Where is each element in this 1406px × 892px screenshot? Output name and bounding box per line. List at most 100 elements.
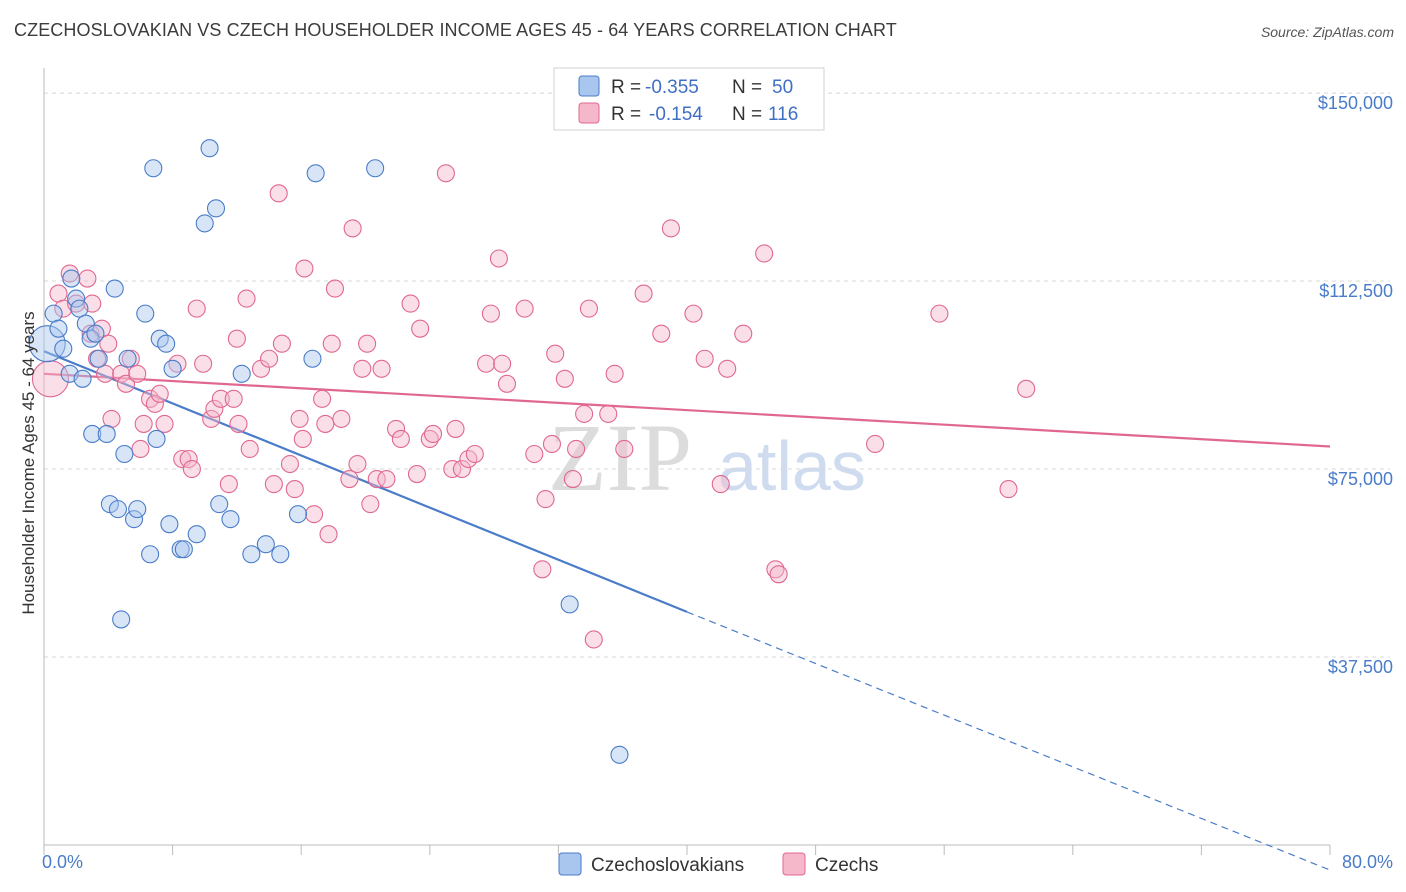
czechs-point xyxy=(411,319,430,338)
czechs-point xyxy=(489,249,508,268)
czechs-point xyxy=(269,184,288,203)
czechs-point xyxy=(391,429,410,449)
czechs-point xyxy=(205,399,224,418)
czechs-point xyxy=(563,470,582,489)
czechoslovakians-point xyxy=(221,510,240,529)
czechs-point xyxy=(155,414,174,433)
source-label: Source: ZipAtlas.com xyxy=(1260,24,1394,40)
czechs-points xyxy=(31,164,1036,649)
czechs-point xyxy=(316,414,335,433)
czechs-point xyxy=(718,359,737,378)
czechoslovakians-point xyxy=(560,595,579,614)
series-legend: Czechoslovakians Czechs xyxy=(558,852,878,876)
legend-swatch-pink xyxy=(578,102,600,124)
czechs-point xyxy=(219,475,238,494)
czechs-point xyxy=(605,364,624,383)
czechs-point xyxy=(340,470,359,489)
legend-r-value-1: -0.355 xyxy=(645,77,699,98)
legend-n-label-2: N = xyxy=(732,104,762,125)
watermark-atlas: atlas xyxy=(718,427,866,505)
czechoslovakians-points xyxy=(28,139,629,764)
czechs-point xyxy=(31,360,69,398)
czechoslovakians-point xyxy=(210,495,229,514)
y-tick-label-0: $37,500 xyxy=(1328,657,1393,677)
y-tick-label-1: $75,000 xyxy=(1328,469,1393,489)
czechs-point xyxy=(280,454,299,474)
czechs-point xyxy=(290,409,309,428)
czechoslovakians-point xyxy=(62,269,81,288)
czechs-point xyxy=(168,354,187,373)
czechoslovakians-point xyxy=(54,339,73,358)
czechs-point xyxy=(293,429,312,449)
czechs-point xyxy=(141,389,160,408)
czechs-point xyxy=(634,284,653,303)
czechs-point xyxy=(202,409,221,428)
czechs-point xyxy=(353,359,372,378)
czechoslovakians-point xyxy=(200,139,219,158)
czechoslovakians-point xyxy=(112,610,131,629)
czechoslovakians-point xyxy=(49,319,68,338)
czechoslovakians-point xyxy=(271,545,290,564)
czechs-point xyxy=(866,434,885,454)
czechs-point xyxy=(555,369,574,388)
czechoslovakians-point xyxy=(136,304,155,323)
czechs-point xyxy=(348,454,367,474)
czechoslovakians-point xyxy=(242,545,261,564)
czechs-point xyxy=(305,505,324,524)
bottom-legend-czechoslovakians: Czechoslovakians xyxy=(591,855,744,876)
czechs-point xyxy=(332,409,351,428)
czechs-point xyxy=(240,439,259,459)
legend-n-label-1: N = xyxy=(732,77,762,98)
czechs-point xyxy=(187,299,206,318)
czechoslovakians-point xyxy=(70,299,89,318)
correlation-legend: R = -0.355 N = 50 R = -0.154 N = 116 xyxy=(553,67,825,131)
czechs-trend-line xyxy=(43,372,1331,448)
czechs-point xyxy=(465,444,484,464)
czechoslovakians-point xyxy=(124,510,144,529)
czechs-point xyxy=(755,244,774,263)
czechs-point xyxy=(695,349,714,368)
czechs-point xyxy=(407,464,426,484)
czechoslovakians-point xyxy=(105,279,124,298)
czechoslovakians-point xyxy=(73,369,92,388)
czechs-point xyxy=(319,525,338,544)
czechoslovakians-point xyxy=(303,349,322,368)
czechs-point xyxy=(128,364,147,383)
czechs-point xyxy=(377,470,396,489)
czechoslovakians-point xyxy=(163,359,182,378)
czechoslovakians-point xyxy=(288,505,308,524)
czechs-point xyxy=(116,374,136,393)
czechs-point xyxy=(295,259,314,278)
czechs-point xyxy=(99,334,118,353)
czechs-point xyxy=(711,475,730,494)
czechoslovakians-point xyxy=(232,364,251,383)
czechoslovakians-point xyxy=(118,349,137,368)
czechs-point xyxy=(536,490,555,509)
czechoslovakians-point xyxy=(141,545,160,564)
legend-swatch-blue xyxy=(578,75,600,97)
czechs-point xyxy=(481,304,500,323)
czechs-point xyxy=(229,414,248,433)
czechoslovakians-point xyxy=(83,424,102,443)
czechs-point xyxy=(766,560,785,579)
czechs-point xyxy=(769,565,788,584)
czechs-point xyxy=(734,324,753,343)
czechs-point xyxy=(436,164,455,183)
legend-r-value-2: -0.154 xyxy=(649,104,703,125)
czechs-point xyxy=(575,404,594,423)
czechs-point xyxy=(420,429,439,449)
legend-n-value-1: 50 xyxy=(772,77,793,98)
czechs-point xyxy=(227,329,246,348)
legend-r-label-2: R = xyxy=(611,104,641,125)
czechs-point xyxy=(211,389,230,408)
czechs-point xyxy=(443,459,462,479)
czechoslovakians-point xyxy=(147,429,166,449)
czechs-point xyxy=(134,414,153,433)
czechs-point xyxy=(325,279,345,298)
czechoslovakians-point xyxy=(115,444,134,464)
czechoslovakians-point xyxy=(44,304,63,323)
czechs-point xyxy=(131,439,150,459)
czechs-point xyxy=(285,480,304,499)
czechoslovakians-point xyxy=(610,745,629,764)
